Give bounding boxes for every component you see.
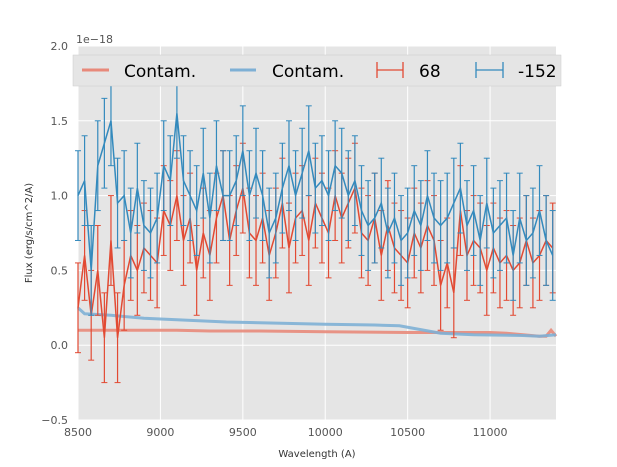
y-tick-label: 1.0 [51,190,69,203]
x-axis-label: Wavelength (A) [278,449,355,460]
x-tick-label: 10500 [390,426,425,439]
legend-swatch-68 [376,62,404,78]
y-offset-label: 1e−18 [76,33,113,46]
legend-label-contam-blue: Contam. [272,62,344,82]
y-tick-label: −0.5 [41,414,68,427]
legend-swatch-152 [475,62,504,78]
y-axis-label: Flux (erg/s/cm^2/A) [24,183,35,283]
legend-label-contam-red: Contam. [124,62,196,82]
legend-label-152: -152 [518,62,557,82]
x-tick-label: 10000 [308,426,343,439]
legend-box [72,54,562,87]
contam-line [76,306,557,338]
y-tick-label: 0.5 [51,264,69,277]
x-tick-label: 9000 [146,426,174,439]
legend: Contam. Contam. 68 -152 [72,54,562,87]
series-line--152 [77,113,554,271]
x-tick-label: 11000 [473,426,508,439]
y-tick-label: 0.0 [51,339,69,352]
y-tick-label: 2.0 [51,40,69,53]
x-tick-label: 9500 [229,426,257,439]
legend-label-68: 68 [419,62,441,82]
x-tick-label: 8500 [64,426,92,439]
y-tick-label: 1.5 [51,115,69,128]
